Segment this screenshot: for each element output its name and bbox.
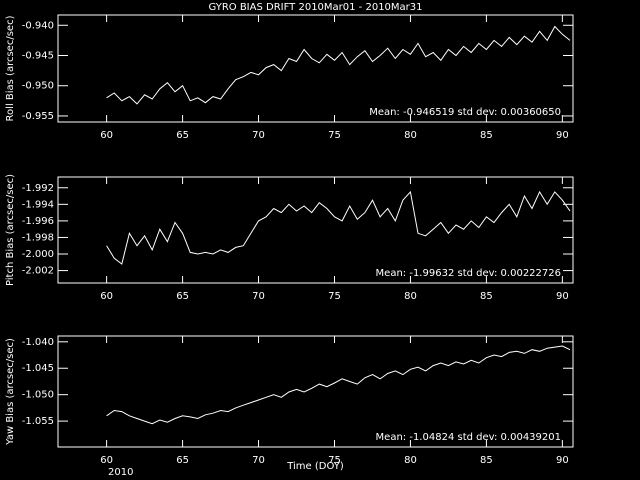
x-tick-label: 85 — [480, 291, 493, 302]
x-tick-label: 75 — [328, 291, 341, 302]
y-tick-label: -1.994 — [22, 199, 54, 210]
x-tick-label: 85 — [480, 130, 493, 141]
stats-annotation: Mean: -0.946519 std dev: 0.00360650 — [369, 107, 561, 118]
x-tick-label: 90 — [556, 291, 569, 302]
x-tick-label: 65 — [176, 130, 189, 141]
x-tick-label: 75 — [328, 130, 341, 141]
x-tick-label: 60 — [100, 291, 113, 302]
x-tick-label: 65 — [176, 291, 189, 302]
y-tick-label: -0.945 — [22, 51, 54, 62]
y-tick-label: -0.955 — [22, 111, 54, 122]
x-tick-label: 80 — [404, 455, 417, 466]
x-tick-label: 90 — [556, 455, 569, 466]
x-tick-label: 60 — [100, 130, 113, 141]
y-tick-label: -1.055 — [22, 416, 54, 427]
y-tick-label: -1.040 — [22, 337, 54, 348]
y-tick-label: -2.002 — [22, 266, 54, 277]
x-tick-label: 70 — [252, 455, 265, 466]
stats-annotation: Mean: -1.99632 std dev: 0.00222726 — [376, 268, 561, 279]
plot-frame — [57, 335, 574, 448]
plot-frame — [57, 176, 574, 284]
year-label: 2010 — [108, 467, 133, 478]
x-tick-label: 75 — [328, 455, 341, 466]
plot-frame — [57, 14, 574, 123]
x-tick-label: 85 — [480, 455, 493, 466]
x-tick-label: 90 — [556, 130, 569, 141]
x-tick-label: 60 — [100, 455, 113, 466]
x-tick-label: 80 — [404, 130, 417, 141]
x-tick-label: 70 — [252, 130, 265, 141]
y-tick-label: -1.050 — [22, 390, 54, 401]
x-tick-label: 80 — [404, 291, 417, 302]
y-tick-label: -1.996 — [22, 216, 54, 227]
data-line — [106, 345, 571, 425]
y-tick-label: -1.992 — [22, 183, 54, 194]
y-tick-label: -1.998 — [22, 232, 54, 243]
x-axis-label: Time (DOY) — [286, 461, 344, 472]
y-axis-label: Yaw Bias (arcsec/sec) — [5, 338, 16, 446]
stats-annotation: Mean: -1.04824 std dev: 0.00439201 — [376, 432, 561, 443]
y-tick-label: -1.045 — [22, 363, 54, 374]
y-tick-label: -2.000 — [22, 249, 54, 260]
y-axis-label: Roll Bias (arcsec/sec) — [5, 15, 16, 121]
y-axis-label: Pitch Bias (arcsec/sec) — [5, 174, 16, 286]
data-line — [106, 190, 571, 265]
x-tick-label: 70 — [252, 291, 265, 302]
data-line — [106, 25, 571, 105]
chart-title: GYRO BIAS DRIFT 2010Mar01 - 2010Mar31 — [208, 2, 422, 13]
x-tick-label: 65 — [176, 455, 189, 466]
y-tick-label: -0.940 — [22, 20, 54, 31]
y-tick-label: -0.950 — [22, 81, 54, 92]
